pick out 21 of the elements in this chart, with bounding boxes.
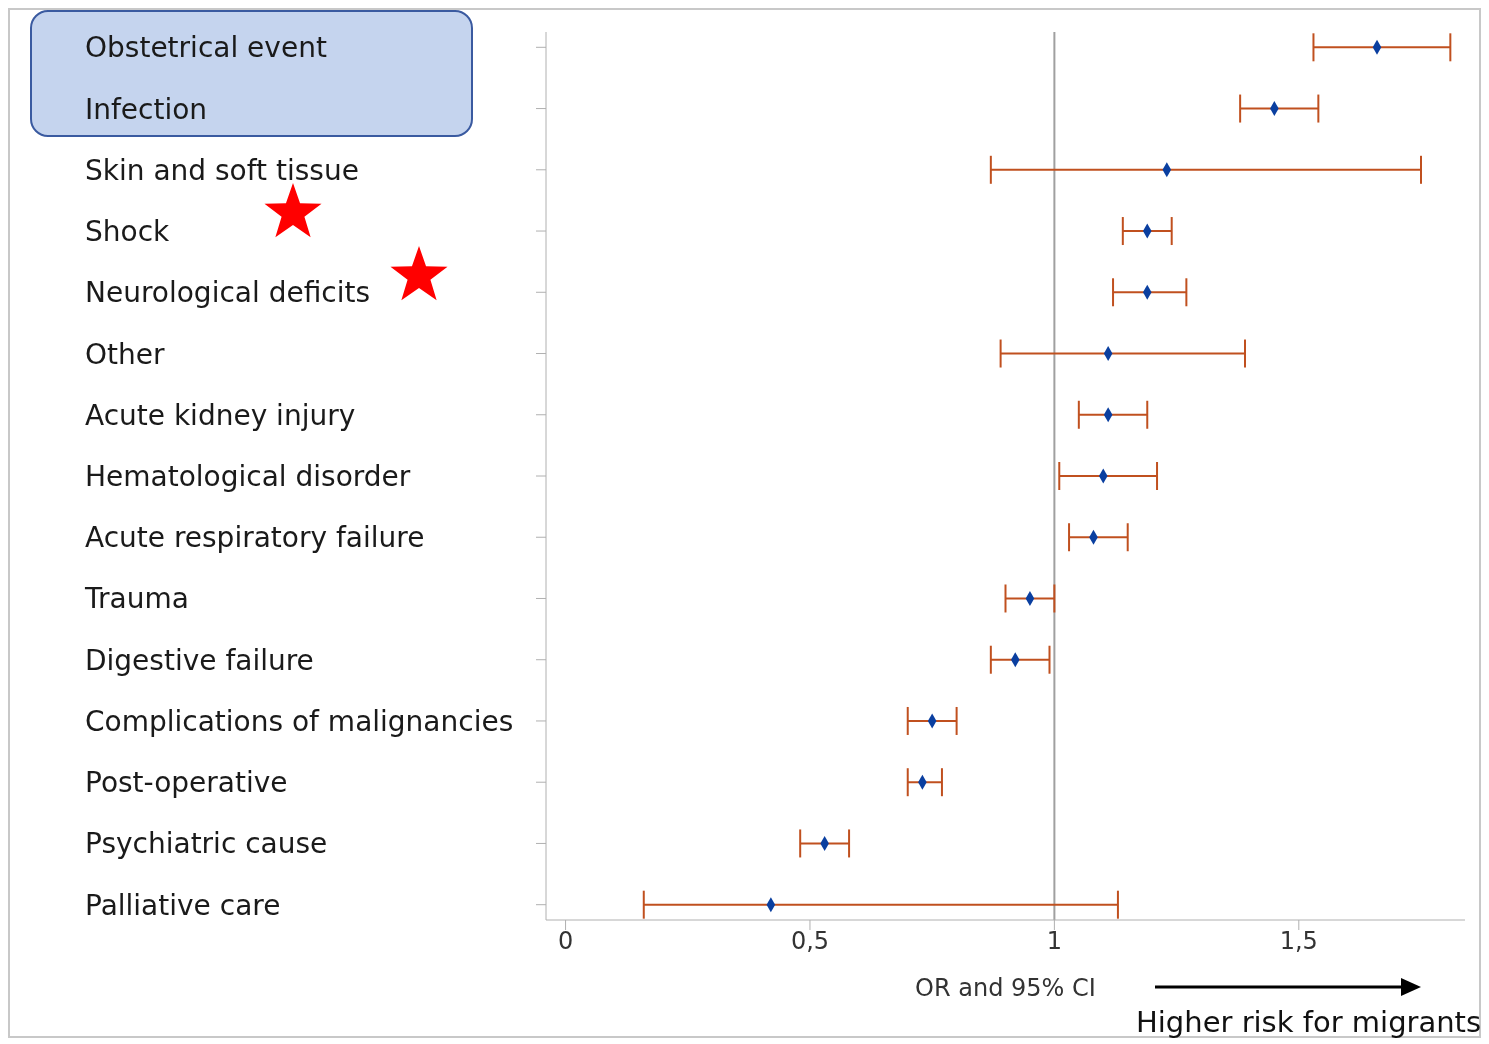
y-tick-label: Obstetrical event (85, 31, 327, 65)
y-tick-label: Shock (85, 215, 171, 249)
y-tick-label: Skin and soft tissue (85, 153, 359, 187)
y-tick-label: Digestive failure (85, 643, 314, 677)
y-tick-label: Post-operative (85, 766, 288, 800)
x-tick-label: 1,5 (1279, 927, 1318, 956)
y-tick-label: Palliative care (85, 888, 281, 922)
y-tick-label: Other (85, 337, 165, 371)
y-tick-label: Neurological deficits (85, 276, 371, 310)
x-tick-label: 0 (557, 927, 574, 956)
y-tick-label: Acute respiratory failure (85, 521, 425, 555)
y-tick-label: Hematological disorder (85, 460, 411, 493)
y-tick-label: Complications of malignancies (85, 704, 514, 738)
y-tick-label: Acute kidney injury (85, 398, 356, 432)
x-axis-title: OR and 95% CI (915, 974, 1096, 1002)
text: Higher risk for migrants (1136, 1005, 1482, 1039)
x-tick-label: 1 (1046, 927, 1063, 956)
y-tick-label: Psychiatric cause (85, 827, 328, 861)
y-tick-label: Trauma (84, 582, 189, 616)
y-tick-label: Infection (85, 92, 208, 126)
x-tick-label: 0,5 (790, 927, 830, 956)
